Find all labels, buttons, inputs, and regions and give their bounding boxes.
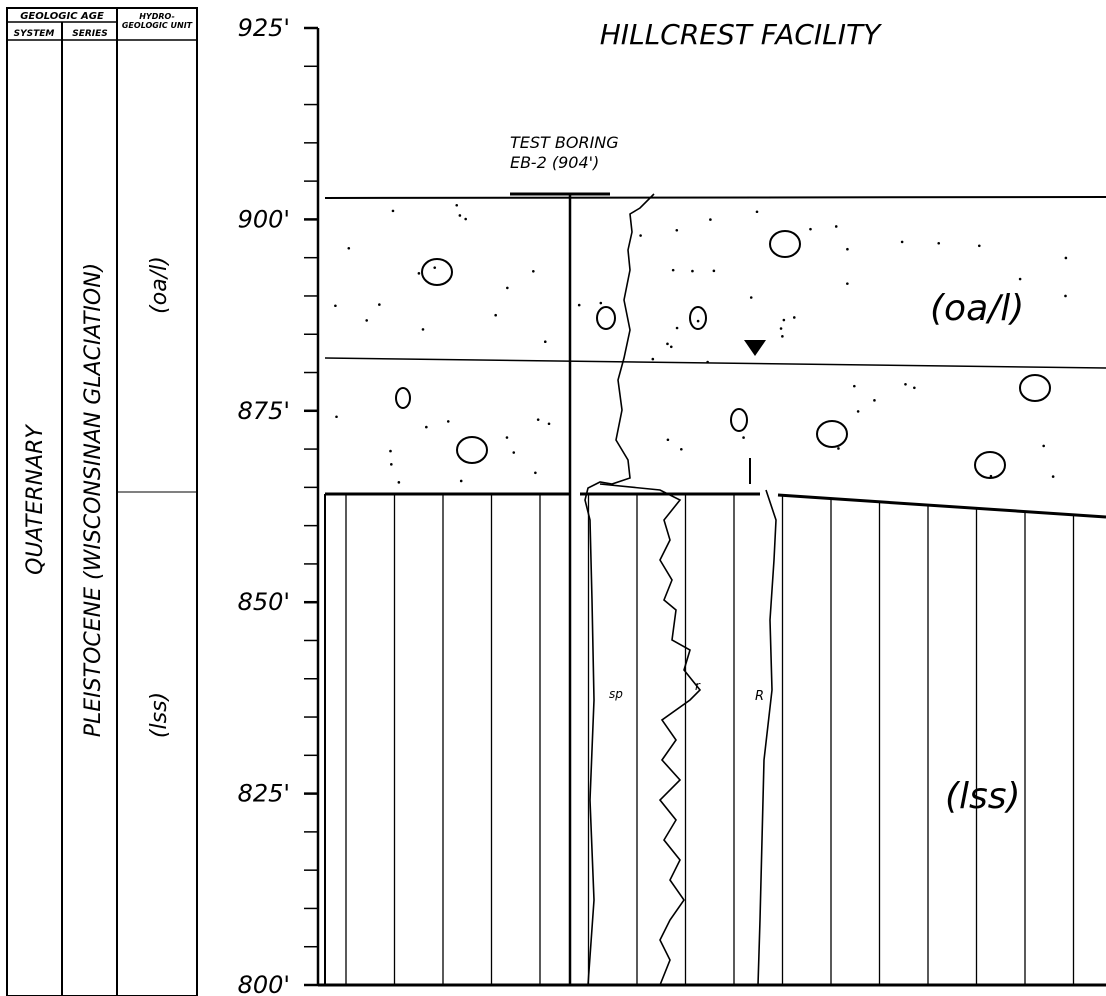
- dot: [548, 422, 551, 425]
- dot: [1052, 475, 1055, 478]
- dot: [335, 415, 338, 418]
- dot: [781, 335, 784, 338]
- dot: [873, 399, 876, 402]
- dot: [532, 270, 535, 273]
- header-text: HYDRO-GEOLOGIC UNIT: [118, 8, 196, 40]
- header-text: SERIES: [72, 29, 108, 39]
- dot: [709, 218, 712, 221]
- dot: [901, 241, 904, 244]
- series-label: PLEISTOCENE (WISCONSINAN GLACIATION): [81, 263, 106, 738]
- dot: [652, 358, 655, 361]
- dot: [697, 320, 700, 323]
- dot: [537, 418, 540, 421]
- dot: [713, 270, 716, 273]
- dot: [390, 463, 393, 466]
- dot: [837, 447, 840, 450]
- dot: [1064, 295, 1067, 298]
- header-text: SYSTEM: [14, 29, 55, 39]
- dot: [425, 426, 428, 429]
- dot: [913, 386, 916, 389]
- unit-label: (oa/l): [147, 256, 172, 314]
- dot: [706, 361, 709, 364]
- header-text: GEOLOGIC AGE: [20, 11, 104, 22]
- dot: [398, 481, 401, 484]
- strat-table: GEOLOGIC AGE SYSTEM SERIES HYDRO-GEOLOGI…: [7, 8, 197, 996]
- elevation-label: 925': [238, 14, 290, 42]
- dot: [639, 234, 642, 237]
- dot: [670, 345, 673, 348]
- dot: [780, 327, 783, 330]
- dot: [506, 287, 509, 290]
- dot: [600, 302, 603, 305]
- dot: [433, 266, 436, 269]
- dot: [1042, 445, 1045, 448]
- dot: [1019, 278, 1022, 281]
- dot: [846, 282, 849, 285]
- dot: [750, 296, 753, 299]
- dot: [422, 328, 425, 331]
- dot: [1065, 257, 1068, 260]
- dot: [904, 383, 907, 386]
- dot: [544, 340, 547, 343]
- section: TEST BORING EB-2 (904') sp r R (oa/l) (l…: [318, 133, 1106, 985]
- dot: [783, 319, 786, 322]
- dot: [835, 225, 838, 228]
- dot: [418, 272, 421, 275]
- dot: [680, 448, 683, 451]
- elevation-axis: 925' 900' 875' 850' 825' 800': [238, 14, 318, 996]
- dot: [809, 228, 812, 231]
- dot: [392, 210, 395, 213]
- dot: [512, 451, 515, 454]
- dot: [334, 304, 337, 307]
- dot: [675, 229, 678, 232]
- dot: [347, 247, 350, 250]
- dot: [389, 450, 392, 453]
- dot: [691, 270, 694, 273]
- unit-label: (oa/l): [930, 288, 1024, 329]
- dot: [672, 269, 675, 272]
- hydro-unit-header: HYDRO-GEOLOGIC UNIT: [118, 8, 196, 30]
- title: HILLCREST FACILITY: [600, 18, 882, 51]
- dot: [464, 218, 467, 221]
- elevation-label: 875': [238, 397, 290, 425]
- dot: [534, 472, 537, 475]
- curve-label: sp: [609, 687, 623, 701]
- dot: [578, 304, 581, 307]
- dot: [793, 316, 796, 319]
- dot: [378, 303, 381, 306]
- dot: [365, 319, 368, 322]
- dot: [857, 410, 860, 413]
- elevation-label: 800': [238, 971, 290, 996]
- boring-id: EB-2 (904'): [510, 153, 599, 172]
- dot: [756, 210, 759, 213]
- dot: [676, 327, 679, 330]
- dot: [460, 480, 463, 483]
- elevation-label: 850': [238, 588, 290, 616]
- dot: [846, 248, 849, 251]
- dot: [506, 436, 509, 439]
- boring-title: TEST BORING: [510, 133, 619, 152]
- elevation-label: 825': [238, 780, 290, 808]
- unit-label: (lss): [945, 776, 1021, 817]
- curve-label: R: [755, 689, 764, 704]
- diagram: GEOLOGIC AGE SYSTEM SERIES HYDRO-GEOLOGI…: [0, 0, 1106, 996]
- dot: [978, 244, 981, 247]
- system-label: QUATERNARY: [23, 424, 48, 575]
- dot: [447, 420, 450, 423]
- dot: [455, 204, 458, 207]
- dot: [742, 436, 745, 439]
- dot: [459, 214, 462, 217]
- elevation-label: 900': [238, 205, 290, 233]
- dot: [937, 242, 940, 245]
- dot: [666, 343, 669, 346]
- dot: [494, 314, 497, 317]
- unit-label: (lss): [147, 692, 172, 738]
- dot: [853, 385, 856, 388]
- dot: [667, 438, 670, 441]
